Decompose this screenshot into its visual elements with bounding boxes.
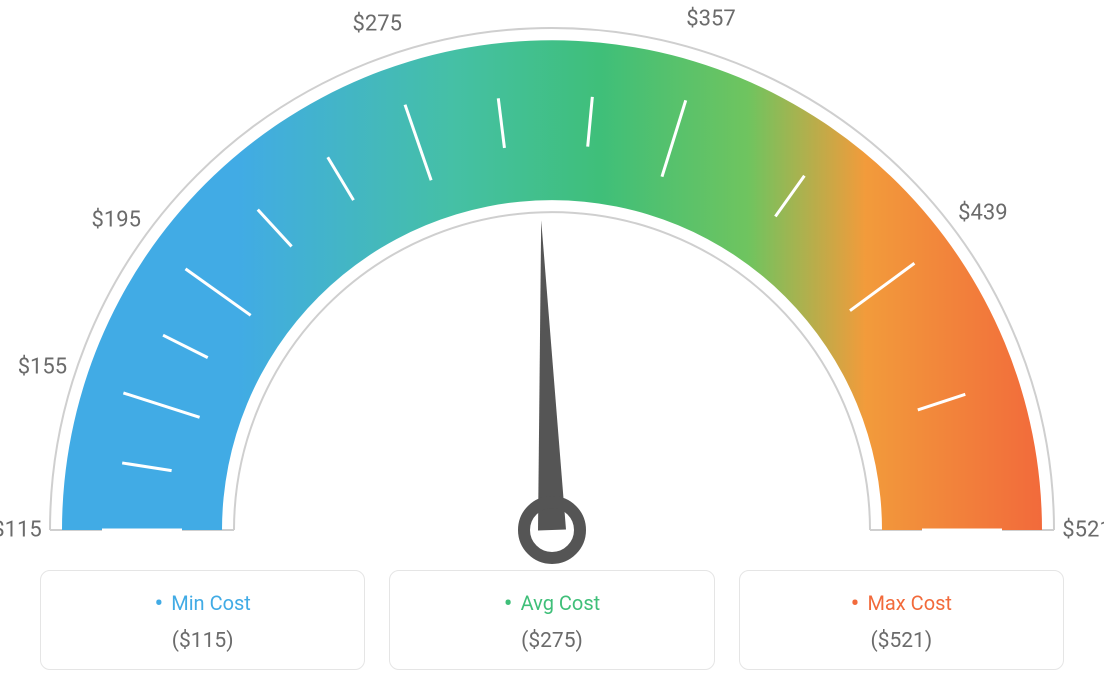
gauge-tick-label: $521 — [1062, 518, 1104, 543]
legend-min-value: ($115) — [41, 629, 364, 653]
legend-avg-title: Avg Cost — [390, 589, 713, 619]
gauge-tick-label: $439 — [958, 200, 1007, 225]
gauge-tick-label: $195 — [92, 207, 141, 232]
gauge-tick-label: $115 — [0, 518, 42, 543]
gauge-svg — [0, 10, 1104, 570]
legend-card-min: Min Cost ($115) — [40, 570, 365, 670]
gauge-tick-label: $357 — [686, 7, 735, 32]
gauge-tick-label: $275 — [353, 12, 402, 37]
legend-max-value: ($521) — [740, 629, 1063, 653]
legend-row: Min Cost ($115) Avg Cost ($275) Max Cost… — [40, 570, 1064, 670]
legend-card-avg: Avg Cost ($275) — [389, 570, 714, 670]
legend-card-max: Max Cost ($521) — [739, 570, 1064, 670]
legend-avg-value: ($275) — [390, 629, 713, 653]
legend-max-title: Max Cost — [740, 589, 1063, 619]
legend-min-title: Min Cost — [41, 589, 364, 619]
cost-gauge: $115 $155 $195 $275 $357 $439 $521 — [0, 0, 1104, 560]
gauge-tick-label: $155 — [18, 355, 67, 380]
